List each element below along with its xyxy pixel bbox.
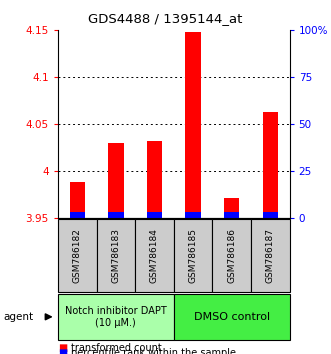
Bar: [58, 294, 174, 340]
Bar: [262, 212, 278, 218]
Bar: [224, 198, 239, 218]
Bar: [174, 294, 290, 340]
Bar: [108, 143, 123, 218]
Bar: [262, 112, 278, 218]
Text: ■: ■: [58, 343, 67, 353]
Text: GSM786185: GSM786185: [189, 228, 198, 283]
Bar: [70, 182, 85, 218]
Bar: [213, 219, 251, 292]
Text: GSM786182: GSM786182: [73, 228, 82, 283]
Text: percentile rank within the sample: percentile rank within the sample: [71, 348, 236, 354]
Bar: [58, 219, 97, 292]
Text: ■: ■: [58, 348, 67, 354]
Text: GSM786183: GSM786183: [111, 228, 120, 283]
Bar: [97, 219, 135, 292]
Text: Notch inhibitor DAPT
(10 μM.): Notch inhibitor DAPT (10 μM.): [65, 306, 167, 328]
Bar: [147, 141, 162, 218]
Bar: [224, 212, 239, 218]
Bar: [174, 219, 213, 292]
Text: GSM786187: GSM786187: [266, 228, 275, 283]
Bar: [251, 219, 290, 292]
Text: DMSO control: DMSO control: [194, 312, 270, 322]
Text: transformed count: transformed count: [71, 343, 162, 353]
Bar: [185, 32, 201, 218]
Bar: [147, 212, 162, 218]
Bar: [185, 212, 201, 218]
Text: GSM786184: GSM786184: [150, 228, 159, 283]
Bar: [135, 219, 174, 292]
Text: agent: agent: [3, 312, 33, 322]
Bar: [70, 212, 85, 218]
Text: GDS4488 / 1395144_at: GDS4488 / 1395144_at: [88, 12, 243, 25]
Text: GSM786186: GSM786186: [227, 228, 236, 283]
Bar: [108, 212, 123, 218]
